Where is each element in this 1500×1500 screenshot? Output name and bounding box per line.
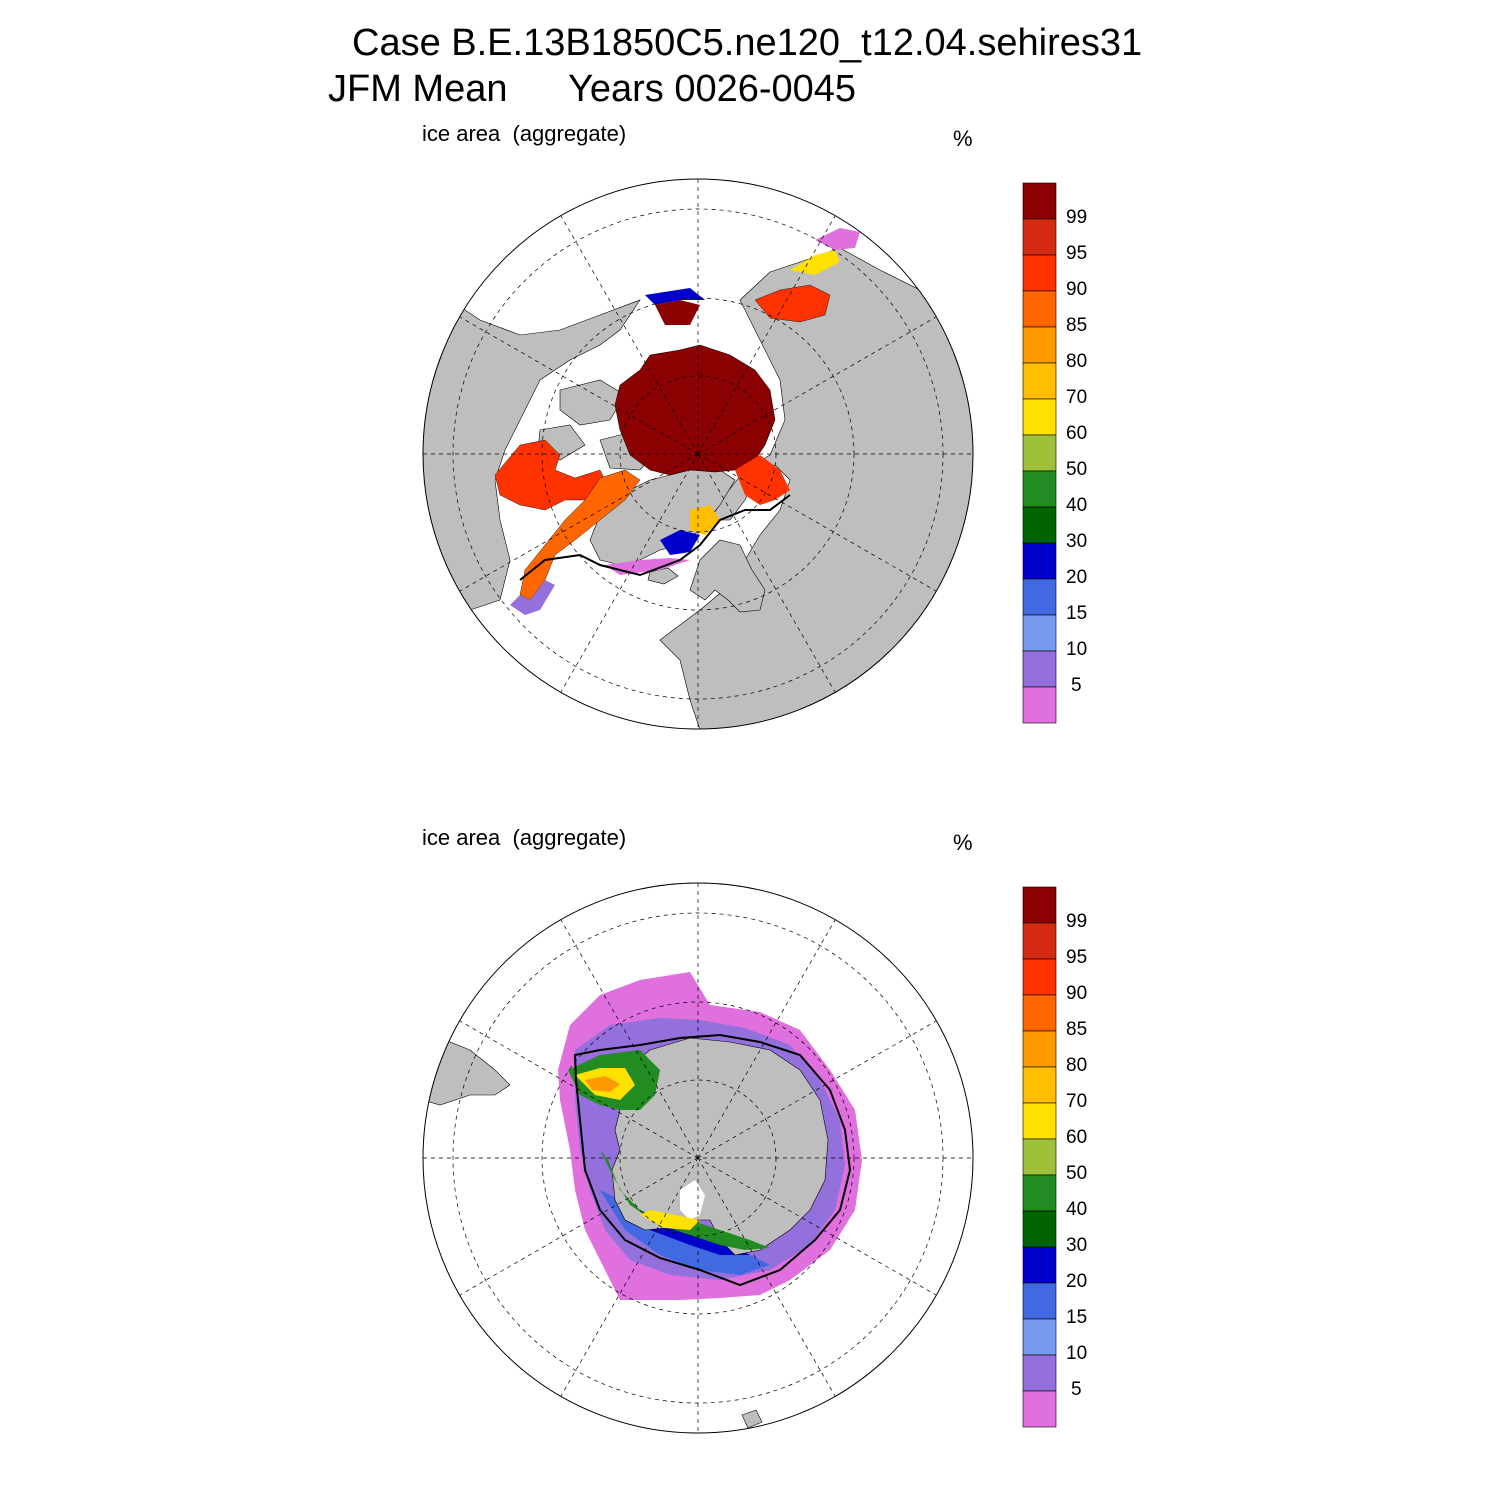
south-colorbar-box <box>1022 1174 1057 1212</box>
north-ice-okhotsk-pink <box>815 228 860 250</box>
south-colorbar-label: 20 <box>1066 1271 1088 1292</box>
south-colorbar-box <box>1022 1246 1057 1284</box>
north-colorbar-label: 15 <box>1066 603 1088 624</box>
south-colorbar-box <box>1022 1318 1057 1356</box>
north-colorbar-label: 50 <box>1066 459 1088 480</box>
south-colorbar-box <box>1022 958 1057 996</box>
south-colorbar-label: 10 <box>1066 1343 1088 1364</box>
north-colorbar-box <box>1022 254 1057 292</box>
south-polar-map <box>422 882 1057 1434</box>
north-polar-map <box>422 178 1057 730</box>
south-ice-ross-green <box>600 1150 770 1250</box>
north-colorbar-label: 10 <box>1066 639 1088 660</box>
north-ice-barents <box>735 455 790 505</box>
north-colorbar-box <box>1022 218 1057 256</box>
south-land-island <box>741 1409 763 1429</box>
south-colorbar-label: 50 <box>1066 1163 1088 1184</box>
north-colorbar-label: 5 <box>1071 675 1082 696</box>
south-colorbar-label: 80 <box>1066 1055 1088 1076</box>
south-colorbar-box <box>1022 1354 1057 1392</box>
north-colorbar-box <box>1022 182 1057 220</box>
south-colorbar-box <box>1022 1102 1057 1140</box>
north-colorbar-label: 90 <box>1066 279 1088 300</box>
north-land-scandinavia <box>689 539 766 613</box>
north-colorbar-label: 30 <box>1066 531 1088 552</box>
south-panel-variable-label: ice area (aggregate) <box>422 825 627 850</box>
north-ice-okhotsk-edge <box>790 250 840 275</box>
north-panel-variable-label: ice area (aggregate) <box>422 121 627 146</box>
south-colorbar-label: 85 <box>1066 1019 1088 1040</box>
north-ice-bering-edge <box>645 288 705 305</box>
north-ice-central-arctic <box>614 344 776 476</box>
south-colorbar-label: 90 <box>1066 983 1088 1004</box>
north-colorbar-label: 60 <box>1066 423 1088 444</box>
north-colorbar-label: 85 <box>1066 315 1088 336</box>
north-colorbar-box <box>1022 578 1057 616</box>
south-land-south-america <box>423 1039 511 1106</box>
south-panel-units-label: % <box>953 830 973 855</box>
figure-title-season: JFM Mean <box>328 68 508 110</box>
south-ice-ross-yellow <box>640 1210 700 1230</box>
south-colorbar-label: 5 <box>1071 1379 1082 1400</box>
north-land-iceland <box>647 567 679 585</box>
north-colorbar-label: 20 <box>1066 567 1088 588</box>
north-colorbar-box <box>1022 506 1057 544</box>
south-colorbar-box <box>1022 1390 1057 1428</box>
south-colorbar-box <box>1022 994 1057 1032</box>
north-ice-labrador-edge <box>510 580 555 615</box>
south-colorbar-label: 99 <box>1066 911 1088 932</box>
south-colorbar-box <box>1022 1210 1057 1248</box>
south-colorbar-label: 30 <box>1066 1235 1088 1256</box>
south-colorbar-label: 70 <box>1066 1091 1088 1112</box>
south-colorbar-box <box>1022 1138 1057 1176</box>
south-colorbar-box <box>1022 1030 1057 1068</box>
north-colorbar-box <box>1022 542 1057 580</box>
north-ice-edge-contour <box>519 494 791 581</box>
north-colorbar-label: 40 <box>1066 495 1088 516</box>
south-ice-weddell-orange <box>585 1076 620 1092</box>
south-colorbar-label: 60 <box>1066 1127 1088 1148</box>
north-colorbar-box <box>1022 434 1057 472</box>
north-colorbar-label: 95 <box>1066 243 1088 264</box>
north-colorbar-box <box>1022 686 1057 724</box>
north-colorbar-label: 80 <box>1066 351 1088 372</box>
figure-title-line-1: Case B.E.13B1850C5.ne120_t12.04.sehires3… <box>352 22 1143 64</box>
north-colorbar-box <box>1022 650 1057 688</box>
north-land-north-america <box>423 299 641 611</box>
north-panel-units-label: % <box>953 126 973 151</box>
north-graticule <box>423 179 973 729</box>
south-colorbar-box <box>1022 1066 1057 1104</box>
south-colorbar <box>1022 886 1057 1428</box>
south-colorbar-label: 15 <box>1066 1307 1088 1328</box>
figure-title-years: Years 0026-0045 <box>568 68 857 110</box>
north-colorbar-box <box>1022 470 1057 508</box>
north-colorbar-label: 99 <box>1066 207 1088 228</box>
south-colorbar-label: 40 <box>1066 1199 1088 1220</box>
south-ice-edge-contour <box>573 1033 852 1287</box>
north-colorbar-box <box>1022 326 1057 364</box>
south-colorbar-box <box>1022 1282 1057 1320</box>
north-colorbar-box <box>1022 614 1057 652</box>
north-land-archipelago-1 <box>559 379 626 426</box>
north-colorbar-label: 70 <box>1066 387 1088 408</box>
north-ice-okhotsk <box>754 284 831 323</box>
north-ice-greenland-sea-blue <box>660 530 700 555</box>
north-map-border <box>422 178 974 730</box>
north-colorbar-box <box>1022 362 1057 400</box>
south-colorbar-label: 95 <box>1066 947 1088 968</box>
north-ice-bering <box>655 300 700 325</box>
north-colorbar-box <box>1022 398 1057 436</box>
south-land-ross-ice-shelf <box>680 1180 705 1220</box>
north-colorbar-box <box>1022 290 1057 328</box>
south-graticule <box>423 883 973 1433</box>
south-map-border <box>422 882 974 1434</box>
south-colorbar-box <box>1022 886 1057 924</box>
south-colorbar-box <box>1022 922 1057 960</box>
north-ice-greenland-sea <box>690 505 720 535</box>
north-colorbar <box>1022 182 1057 724</box>
